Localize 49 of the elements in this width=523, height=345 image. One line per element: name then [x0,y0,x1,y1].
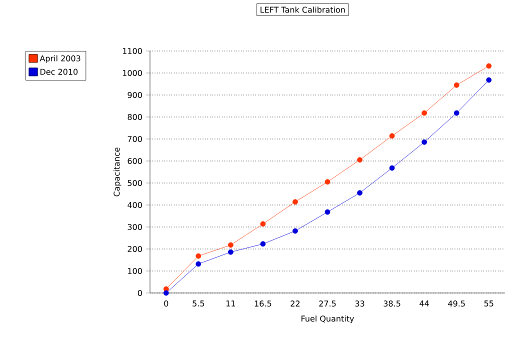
point [196,261,202,267]
point [260,241,266,247]
legend-label: Dec 2010 [40,68,78,75]
point [228,249,234,255]
point [196,253,202,259]
y-tick-label: 700 [128,136,142,142]
x-tick-label: 44 [420,300,429,306]
y-tick-label: 200 [128,246,142,252]
x-tick-label: 0 [164,300,168,307]
point [292,199,298,205]
point [454,110,460,116]
x-tick-label: 16.5 [254,300,272,307]
y-tick-label: 800 [128,114,142,120]
y-tick-label: 600 [128,158,142,164]
point [486,63,492,69]
x-tick-label: 33 [355,300,364,307]
y-tick-label: 100 [128,268,142,274]
x-tick-label: 55 [484,300,494,306]
y-tick-label: 900 [128,92,142,98]
x-tick-label: 5.5 [192,300,204,306]
point [324,179,330,185]
point [260,221,266,227]
point [486,77,492,83]
x-tick-label: 27.5 [319,300,336,307]
legend-label: April 2003 [40,55,80,63]
y-tick-label: 500 [128,180,142,186]
y-tick-label: 400 [128,202,142,208]
x-tick-label: 22 [290,300,300,306]
chart-title: LEFT Tank Calibration [260,6,345,13]
point [422,139,428,145]
point [454,82,460,88]
point [228,242,234,248]
point [357,157,362,163]
point [389,133,395,139]
x-tick-label: 49.5 [448,300,465,307]
y-tick-label: 1100 [122,48,142,54]
y-tick-label: 1000 [122,70,142,76]
x-tick-label: 11 [226,300,236,306]
point [389,165,395,171]
point [324,209,330,215]
point [163,290,169,296]
point [357,190,362,196]
y-tick-label: 300 [128,224,142,230]
point [422,110,428,116]
x-tick-label: 38.5 [384,300,400,307]
y-axis-title: Capacitance [114,148,122,196]
x-axis-title: Fuel Quantity [302,315,354,324]
point [292,228,298,234]
y-tick-label: 0 [138,290,142,296]
